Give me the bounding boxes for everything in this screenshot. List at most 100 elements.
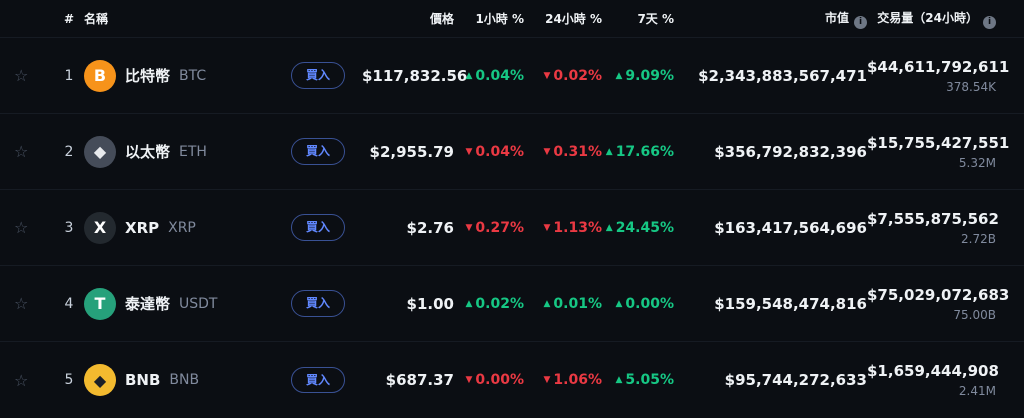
caret-icon: ▲ [615,298,623,309]
caret-icon: ▼ [465,375,473,385]
xrp-icon: X [84,211,116,244]
change-24h-value: 1.13% [553,219,602,236]
caret-icon: ▲ [605,222,613,233]
change-24h: ▼ 0.02% [524,67,603,84]
rank: 5 [64,372,74,388]
bnb-icon: ◆ [84,364,116,396]
change-24h: ▼ 1.06% [524,372,603,388]
volume: $75,029,072,683 [867,285,1010,304]
market-cap: $356,792,832,396 [714,142,867,161]
table-header: # 名稱 價格 1小時 % 24小時 % 7天 % 市值 i 交易量（24小時） i [0,0,1024,38]
star-icon[interactable]: ☆ [14,66,29,85]
coin-symbol: XRP [168,219,196,236]
caret-icon: ▲ [543,298,551,309]
header-market-cap-label: 市值 [824,10,849,25]
caret-icon: ▼ [465,222,473,233]
table-row[interactable]: ☆ 1 B 比特幣 BTC 買入 $117,832.56 ▲ 0.04% ▼ 0.0… [0,38,1024,114]
header-price[interactable]: 價格 [429,12,454,26]
eth-icon: ◆ [84,135,116,168]
buy-button[interactable]: 買入 [290,290,345,317]
coin-cell[interactable]: T 泰達幣 USDT [84,287,274,320]
rank: 3 [64,219,74,236]
change-24h: ▼ 0.31% [524,143,603,160]
price: $2,955.79 [369,142,454,161]
caret-icon: ▲ [465,70,473,81]
change-24h: ▼ 1.13% [524,219,603,236]
coin-cell[interactable]: B 比特幣 BTC [84,59,274,92]
change-1h: ▼ 0.04% [454,143,525,160]
volume-cell: $15,755,427,551 5.32M [867,134,1009,170]
star-icon[interactable]: ☆ [14,142,29,161]
volume: $7,555,875,562 [867,209,999,228]
info-icon[interactable]: i [854,15,867,29]
table-row[interactable]: ☆ 4 T 泰達幣 USDT 買入 $1.00 ▲ 0.02% ▲ 0.01% ▲ 0… [0,266,1024,342]
coin-symbol: BNB [169,372,200,388]
header-1h[interactable]: 1小時 % [475,12,524,26]
info-icon[interactable]: i [983,15,996,29]
buy-button[interactable]: 買入 [290,138,345,165]
rank: 1 [64,67,74,84]
market-cap: $2,343,883,567,471 [698,66,867,85]
header-name[interactable]: 名稱 [84,12,109,26]
change-7d: ▲ 17.66% [602,144,674,160]
volume-cell: $1,659,444,908 2.41M [867,362,999,398]
header-rank[interactable]: # [63,11,75,26]
coin-symbol: ETH [179,143,207,160]
coin-name: 比特幣 [125,67,171,85]
change-1h: ▼ 0.27% [454,220,525,236]
table-body: ☆ 1 B 比特幣 BTC 買入 $117,832.56 ▲ 0.04% ▼ 0.0… [0,38,1024,418]
change-24h-value: 0.01% [553,295,602,312]
header-volume[interactable]: 交易量（24小時） i [867,9,996,29]
buy-cell: 買入 [274,62,362,89]
header-7d[interactable]: 7天 % [637,12,674,26]
volume-sub: 75.00B [953,307,996,322]
price: $687.37 [385,371,454,389]
coin-cell[interactable]: X XRP XRP [84,211,274,244]
caret-icon: ▲ [615,375,623,385]
caret-icon: ▼ [465,146,473,157]
coin-name: BNB [125,371,161,389]
table-row[interactable]: ☆ 3 X XRP XRP 買入 $2.76 ▼ 0.27% ▼ 1.13% ▲ 24… [0,190,1024,266]
star-cell: ☆ [14,218,54,237]
buy-button[interactable]: 買入 [290,366,345,394]
change-1h-value: 0.04% [475,143,524,160]
volume-sub: 5.32M [958,155,996,170]
caret-icon: ▲ [605,146,613,157]
star-icon[interactable]: ☆ [14,370,29,390]
change-7d-value: 17.66% [615,143,674,160]
change-7d: ▲ 24.45% [602,220,674,236]
volume: $1,659,444,908 [867,362,999,380]
coin-cell[interactable]: ◆ 以太幣 ETH [84,135,274,168]
volume-sub: 2.41M [958,384,996,398]
change-7d: ▲ 5.05% [602,372,675,388]
change-1h-value: 0.04% [475,67,524,84]
caret-icon: ▲ [465,298,473,309]
star-icon[interactable]: ☆ [14,218,29,237]
star-icon[interactable]: ☆ [14,294,29,313]
change-1h: ▲ 0.04% [454,67,525,84]
star-cell: ☆ [14,294,54,313]
volume-sub: 378.54K [946,79,996,94]
change-24h: ▲ 0.01% [524,295,603,312]
btc-icon: B [84,59,116,92]
coin-cell[interactable]: ◆ BNB BNB [84,364,274,396]
table-row[interactable]: ☆ 5 ◆ BNB BNB 買入 $687.37 ▼ 0.00% ▼ 1.06% ▲… [0,342,1024,418]
header-24h[interactable]: 24小時 % [545,12,602,26]
header-market-cap[interactable]: 市值 i [674,9,867,29]
coin-name: 泰達幣 [125,295,171,313]
buy-button[interactable]: 買入 [290,62,345,89]
buy-button[interactable]: 買入 [290,214,345,241]
rank: 4 [64,295,74,312]
star-cell: ☆ [14,66,54,85]
header-volume-label: 交易量（24小時） [877,10,978,25]
change-24h-value: 0.02% [553,67,602,84]
market-cap: $159,548,474,816 [714,294,867,313]
change-24h-value: 0.31% [553,143,602,160]
star-cell: ☆ [14,371,54,390]
change-1h-value: 0.00% [475,372,524,388]
table-row[interactable]: ☆ 2 ◆ 以太幣 ETH 買入 $2,955.79 ▼ 0.04% ▼ 0.31%… [0,114,1024,190]
change-7d: ▲ 0.00% [602,296,675,312]
caret-icon: ▼ [543,70,551,81]
change-1h: ▲ 0.02% [454,296,525,312]
